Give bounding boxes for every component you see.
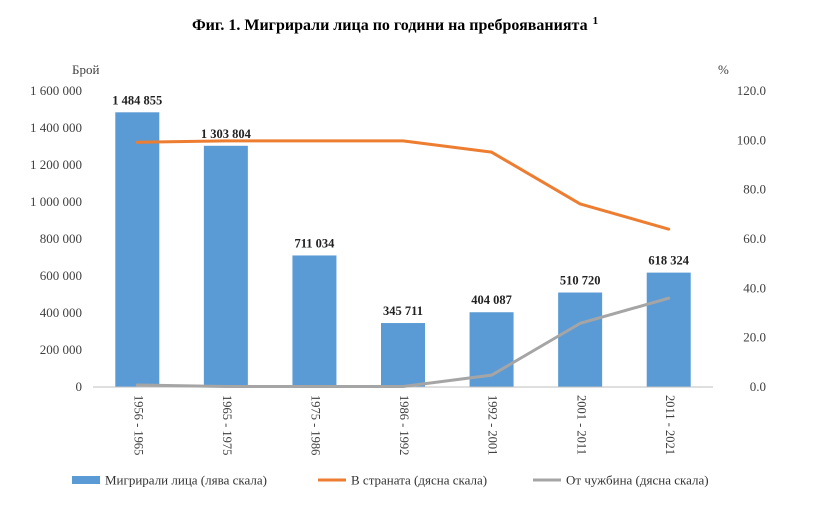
y-left-tick-label: 400 000: [40, 305, 82, 320]
y-left-tick-label: 200 000: [40, 342, 82, 357]
y-right-tick-label: 120.0: [737, 83, 766, 98]
series-lines: [135, 139, 671, 389]
bar-data-label: 618 324: [648, 254, 689, 268]
bar: [558, 292, 603, 387]
bar-data-label: 711 034: [294, 236, 335, 250]
y-right-tick-label: 100.0: [737, 132, 766, 147]
y-left-ticks: 0 200 000 400 000 600 000 800 000 1 000 000 1 …: [30, 83, 82, 394]
chart-title-footnote: 1: [593, 15, 599, 27]
series-line-1: [135, 139, 671, 231]
y-right-ticks: 0.0 20.0 40.0 60.0 80.0 100.0 120.0: [737, 83, 766, 394]
y-left-axis-label: Брой: [72, 62, 99, 77]
bar-data-label: 1 484 855: [112, 93, 162, 107]
y-right-tick-label: 40.0: [743, 280, 766, 295]
bar-data-label: 510 720: [560, 274, 601, 288]
legend-label: От чужбина (дясна скала): [566, 473, 709, 488]
y-left-tick-label: 0: [76, 379, 83, 394]
x-category-label: 1992 - 2001: [486, 395, 500, 455]
bars: [115, 112, 691, 388]
legend-swatch: [72, 476, 100, 484]
x-axis-category-labels: 1956 - 1965 1965 - 1975 1975 - 1986 1986 - …: [131, 395, 676, 455]
bar: [292, 255, 337, 387]
x-category-label: 1956 - 1965: [131, 395, 145, 455]
y-left-tick-label: 1 600 000: [30, 83, 82, 98]
series-line-2: [135, 296, 671, 389]
bar-data-label: 345 711: [383, 304, 423, 318]
legend-label: В страната (дясна скала): [351, 473, 487, 488]
y-right-tick-label: 80.0: [743, 182, 766, 197]
chart-title: Фиг. 1. Мигрирали лица по години на преб…: [192, 15, 598, 34]
y-left-tick-label: 1 000 000: [30, 194, 82, 209]
bar: [646, 272, 691, 387]
x-category-label: 2011 - 2021: [663, 395, 677, 455]
x-category-label: 1965 - 1975: [220, 395, 234, 455]
bar-data-label: 1 303 804: [201, 127, 252, 141]
chart-title-text: Фиг. 1. Мигрирали лица по години на преб…: [192, 17, 588, 34]
y-right-axis-label: %: [718, 62, 729, 77]
y-left-tick-label: 1 200 000: [30, 157, 82, 172]
bar: [115, 112, 160, 388]
y-right-tick-label: 0.0: [750, 379, 766, 394]
bar-data-labels: 1 484 855 1 303 804 711 034 345 711 404 087 5…: [112, 93, 689, 318]
y-right-tick-label: 60.0: [743, 231, 766, 246]
y-left-tick-label: 600 000: [40, 268, 82, 283]
legend-label: Мигрирали лица (лява скала): [105, 473, 267, 488]
bar: [203, 145, 248, 387]
x-category-label: 1975 - 1986: [309, 395, 323, 455]
x-category-label: 2001 - 2011: [574, 395, 588, 455]
y-right-tick-label: 20.0: [743, 330, 766, 345]
bar-data-label: 404 087: [471, 293, 512, 307]
y-left-tick-label: 800 000: [40, 231, 82, 246]
x-category-label: 1986 - 1992: [397, 395, 411, 455]
bar: [381, 323, 425, 387]
y-left-tick-label: 1 400 000: [30, 120, 82, 135]
legend: Мигрирали лица (лява скала) В страната (д…: [72, 473, 709, 488]
